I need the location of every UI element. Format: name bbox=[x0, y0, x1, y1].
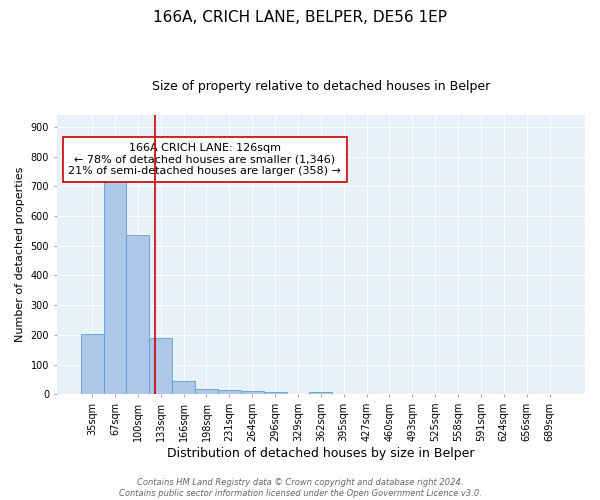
Text: Contains HM Land Registry data © Crown copyright and database right 2024.
Contai: Contains HM Land Registry data © Crown c… bbox=[119, 478, 481, 498]
Bar bbox=[195, 388, 218, 394]
Bar bbox=[218, 390, 241, 394]
Bar bbox=[310, 392, 332, 394]
Bar bbox=[127, 234, 149, 394]
X-axis label: Distribution of detached houses by size in Belper: Distribution of detached houses by size … bbox=[167, 447, 475, 460]
Bar bbox=[149, 338, 172, 394]
Text: 166A CRICH LANE: 126sqm
← 78% of detached houses are smaller (1,346)
21% of semi: 166A CRICH LANE: 126sqm ← 78% of detache… bbox=[68, 143, 341, 176]
Bar bbox=[263, 392, 287, 394]
Text: 166A, CRICH LANE, BELPER, DE56 1EP: 166A, CRICH LANE, BELPER, DE56 1EP bbox=[153, 10, 447, 25]
Bar bbox=[81, 334, 104, 394]
Title: Size of property relative to detached houses in Belper: Size of property relative to detached ho… bbox=[152, 80, 490, 93]
Bar bbox=[172, 380, 195, 394]
Bar bbox=[104, 182, 127, 394]
Y-axis label: Number of detached properties: Number of detached properties bbox=[15, 167, 25, 342]
Bar bbox=[241, 390, 263, 394]
